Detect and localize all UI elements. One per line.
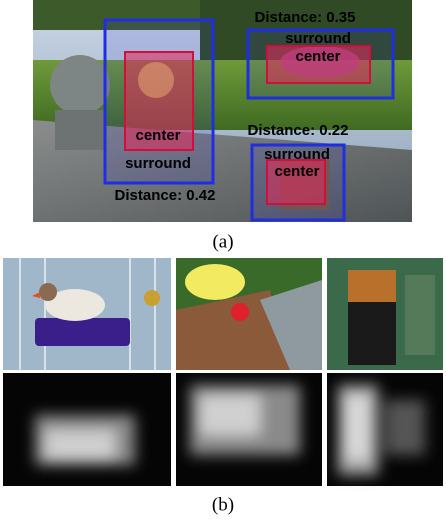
center-label: center bbox=[135, 127, 180, 144]
center-label: center bbox=[295, 48, 340, 65]
figure: center surround Distance: 0.42 Distance:… bbox=[0, 0, 446, 525]
panel-caption: (a) bbox=[212, 231, 233, 252]
distance-label: Distance: 0.42 bbox=[115, 187, 216, 204]
panel-caption: (b) bbox=[212, 494, 234, 515]
center-label: center bbox=[274, 163, 319, 180]
distance-label: Distance: 0.22 bbox=[248, 122, 349, 139]
surround-label: surround bbox=[264, 146, 330, 163]
photos-b bbox=[3, 258, 443, 370]
saliency-maps bbox=[3, 373, 443, 486]
surround-label: surround bbox=[285, 30, 351, 47]
surround-label: surround bbox=[125, 155, 191, 172]
distance-label: Distance: 0.35 bbox=[255, 9, 356, 26]
